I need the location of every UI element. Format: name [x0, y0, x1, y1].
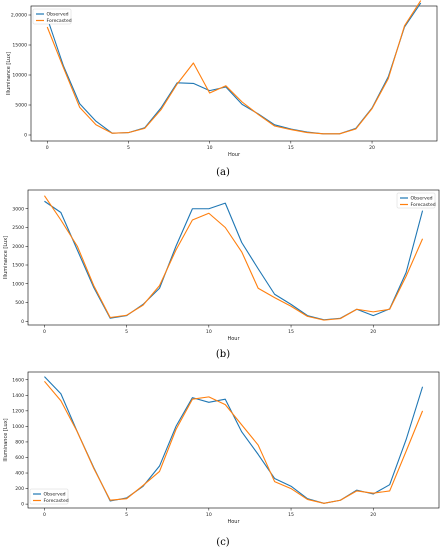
y-tick-label: 1400 — [12, 393, 24, 399]
y-tick-label: 2000 — [12, 244, 24, 250]
x-tick-label: 15 — [288, 329, 294, 335]
x-tick-label: 5 — [125, 329, 128, 335]
y-tick-label: 1000 — [12, 424, 24, 430]
x-tick-label: 0 — [46, 145, 49, 151]
x-tick-label: 0 — [43, 329, 46, 335]
x-tick-label: 10 — [206, 329, 212, 335]
chart-panel-2: 0 5 10 15 20 0 500 1000 1500 2000 2500 3000 Hour Illu… — [3, 189, 440, 342]
y-tick-label: 800 — [15, 440, 24, 446]
x-tick-label: 5 — [125, 512, 128, 518]
y-tick-label: 5000 — [15, 103, 27, 109]
x-tick-label: 10 — [206, 512, 212, 518]
x-tick-label: 20 — [369, 145, 375, 151]
chart-panel-3: 0 5 10 15 2002004006008001000120014001600Hou… — [3, 371, 440, 525]
y-tick-label: 0 — [24, 133, 27, 139]
chart-panel-1: 0 5 10 15 20 0 5000 10000 15000 2,0000 Hour Illumin… — [6, 0, 438, 158]
legend-label: Forecasted — [44, 498, 69, 504]
y-axis-label: Illuminance [Lux] — [3, 418, 9, 461]
figure-caption: (c) — [216, 537, 230, 548]
legend-label: Observed — [411, 196, 433, 202]
y-tick-label: 15000 — [12, 43, 27, 49]
y-tick-label: 200 — [15, 486, 24, 492]
x-tick-label: 15 — [288, 512, 294, 518]
legend-label: Forecasted — [47, 18, 72, 24]
y-axis-label: Illuminance [Lux] — [3, 236, 9, 279]
x-tick-label: 10 — [207, 145, 213, 151]
y-tick-label: 0 — [21, 319, 24, 325]
y-tick-label: 600 — [15, 455, 24, 461]
y-tick-label: 1000 — [12, 281, 24, 287]
series-line-observed — [44, 376, 424, 504]
series-line-forecasted — [43, 195, 424, 321]
y-tick-label: 0 — [21, 502, 24, 508]
series-line-observed — [46, 2, 422, 135]
x-axis-label: Hour — [228, 152, 241, 158]
y-tick-label: 400 — [15, 471, 24, 477]
x-tick-label: 15 — [288, 145, 294, 151]
x-axis-label: Hour — [227, 336, 240, 342]
figure-caption: (b) — [216, 349, 230, 360]
x-tick-label: 5 — [127, 145, 130, 151]
y-tick-label: 3000 — [12, 206, 24, 212]
axes-frame — [27, 189, 440, 326]
y-tick-label: 1200 — [12, 408, 24, 414]
axes-frame — [30, 5, 438, 142]
y-tick-label: 10000 — [12, 73, 27, 79]
y-tick-label: 2500 — [12, 225, 24, 231]
x-axis-label: Hour — [227, 519, 240, 525]
y-tick-label: 2,0000 — [11, 13, 27, 19]
axes-frame — [27, 371, 440, 509]
series-line-forecasted — [44, 380, 424, 504]
legend-label: Observed — [44, 492, 66, 498]
series-line-forecasted — [46, 0, 422, 135]
x-tick-label: 20 — [370, 329, 376, 335]
legend-label: Forecasted — [411, 202, 436, 208]
y-tick-label: 1500 — [12, 263, 24, 269]
x-tick-label: 0 — [43, 512, 46, 518]
figure-caption: (a) — [216, 167, 230, 178]
y-tick-label: 1600 — [12, 377, 24, 383]
legend-label: Observed — [47, 12, 69, 18]
y-axis-label: Illuminance [Lux] — [6, 52, 12, 95]
x-tick-label: 20 — [370, 512, 376, 518]
series-line-observed — [44, 200, 424, 321]
y-tick-label: 500 — [15, 300, 24, 306]
